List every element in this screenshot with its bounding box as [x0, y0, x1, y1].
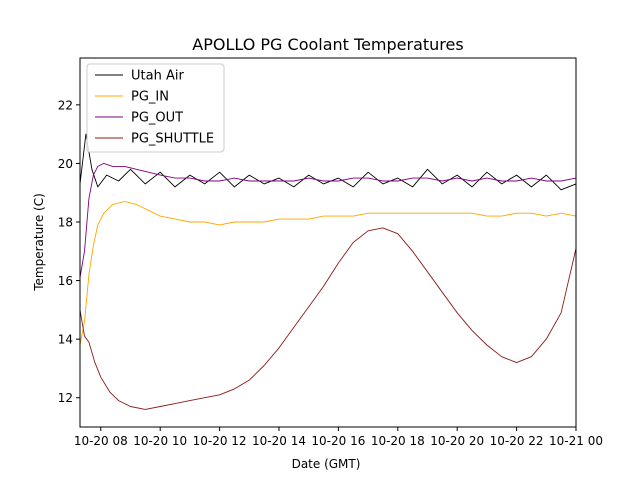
y-tick-label: 12	[58, 391, 73, 405]
series-line-utah-air	[79, 133, 577, 191]
x-tick-label: 10-20 12	[193, 434, 247, 448]
x-tick-label: 10-20 08	[74, 434, 128, 448]
legend-label-pg-out: PG_OUT	[131, 111, 183, 126]
x-axis: 10-20 08 10-20 10 10-20 12 10-20 14 10-20 16…	[74, 427, 603, 448]
x-tick-label: 10-20 22	[490, 434, 544, 448]
series-line-pg-out	[79, 162, 577, 278]
legend-box	[86, 63, 225, 153]
chart-title: APOLLO PG Coolant Temperatures	[192, 35, 463, 54]
y-tick-label: 20	[58, 157, 73, 171]
series-line-pg-in	[79, 201, 577, 346]
x-axis-label: Date (GMT)	[292, 457, 361, 471]
legend-label-pg-shuttle: PG_SHUTTLE	[131, 132, 214, 147]
x-tick-label: 10-20 18	[371, 434, 425, 448]
series-line-pg-shuttle	[79, 227, 577, 410]
x-tick-label: 10-21 00	[549, 434, 603, 448]
series-layer	[79, 133, 577, 410]
y-tick-label: 18	[58, 216, 73, 230]
legend-label-utah-air: Utah Air	[131, 69, 184, 84]
legend: Utah Air PG_IN PG_OUT PG_SHUTTLE	[86, 63, 225, 153]
plot-frame	[79, 57, 577, 428]
y-axis: 12 14 16 18 20 22	[58, 98, 80, 405]
x-tick-label: 10-20 20	[430, 434, 484, 448]
x-tick-label: 10-20 16	[311, 434, 365, 448]
y-tick-label: 16	[58, 274, 73, 288]
x-tick-label: 10-20 10	[133, 434, 187, 448]
x-tick-label: 10-20 14	[252, 434, 306, 448]
y-tick-label: 22	[58, 98, 73, 112]
y-axis-label: Temperature (C)	[32, 193, 46, 292]
y-tick-label: 14	[58, 333, 73, 347]
legend-label-pg-in: PG_IN	[131, 90, 169, 105]
